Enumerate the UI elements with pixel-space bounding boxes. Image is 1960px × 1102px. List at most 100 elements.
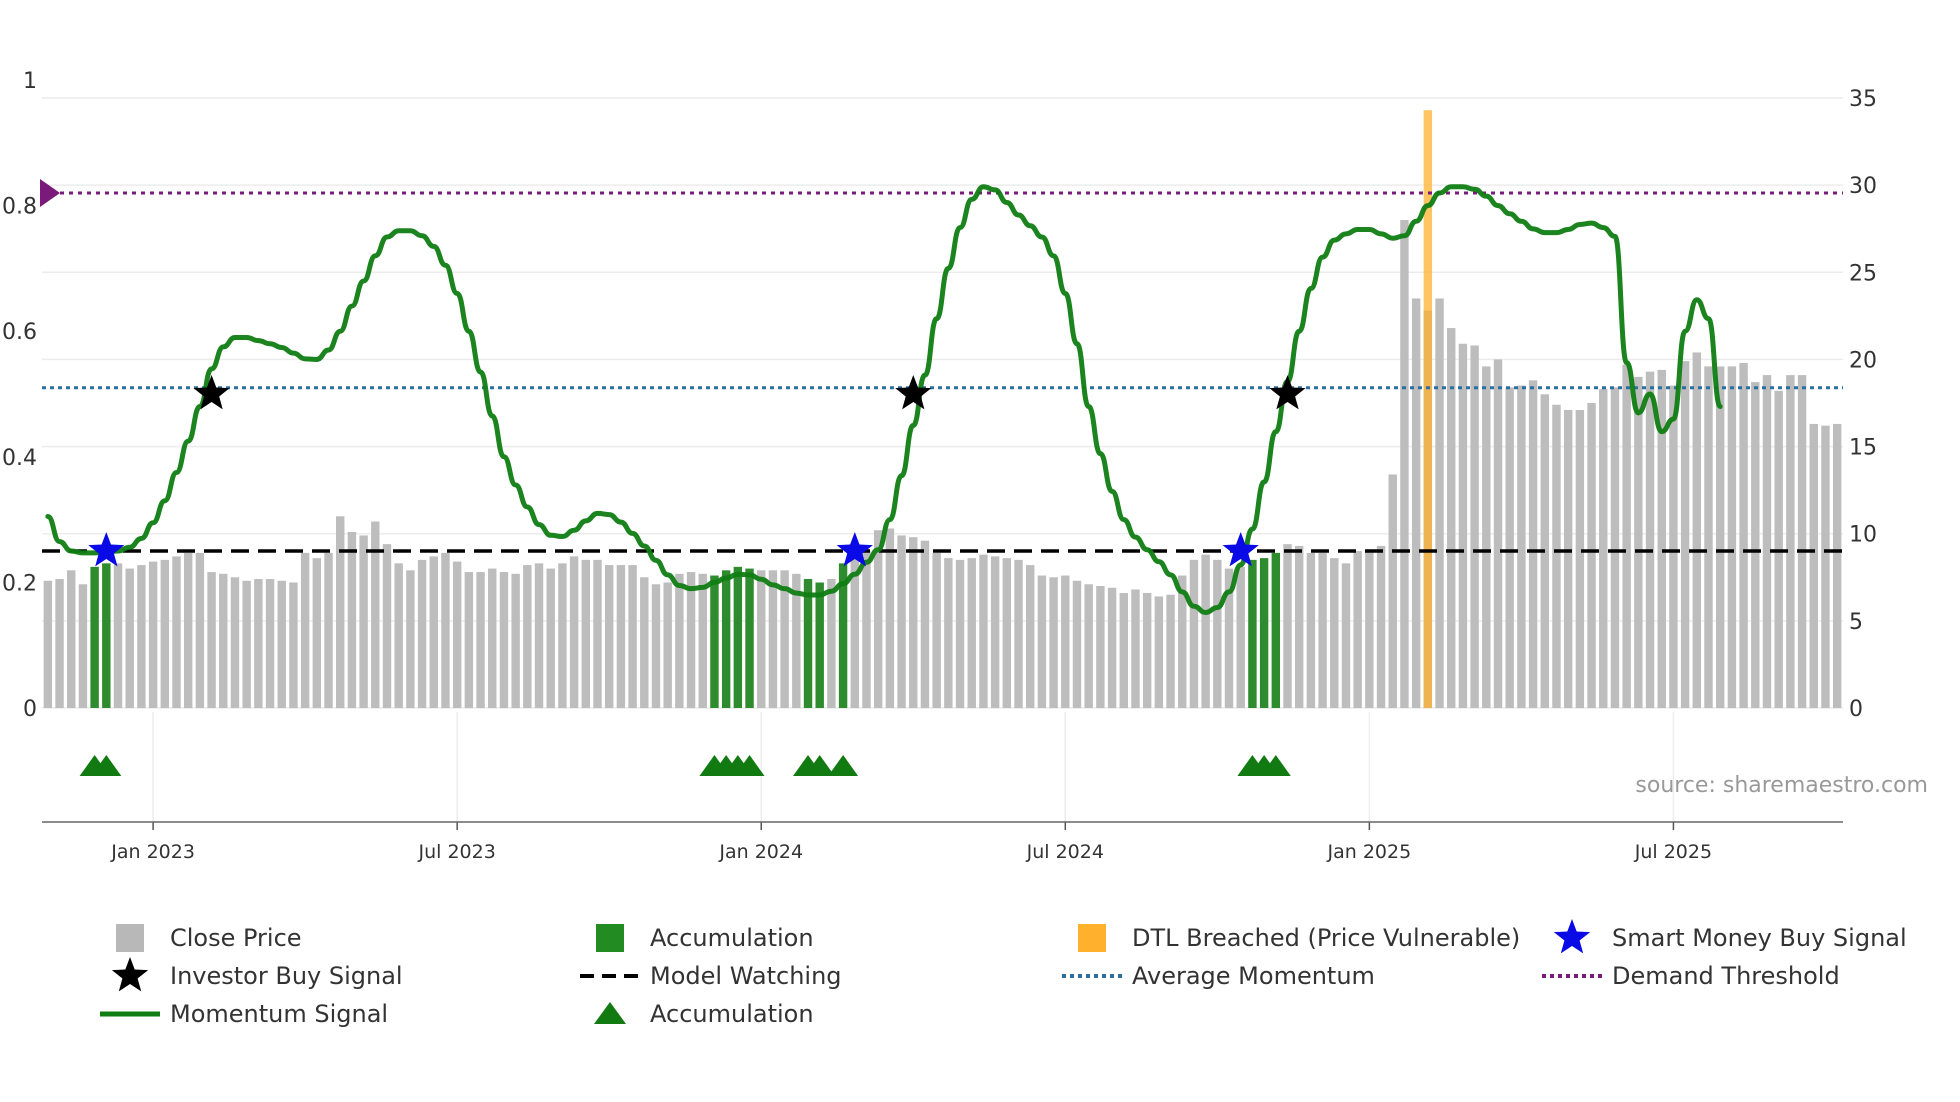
close-price-bar: [1154, 596, 1164, 708]
accumulation-triangle: [804, 755, 835, 776]
close-price-bar: [1341, 563, 1351, 708]
close-price-bar: [1669, 385, 1678, 708]
close-price-bar: [1832, 423, 1842, 708]
accumulation-triangle: [828, 755, 859, 776]
dtl-breached-bar: [1423, 110, 1433, 708]
accumulation-bar: [1248, 559, 1257, 708]
accumulation-bar: [745, 568, 754, 708]
accumulation-markers: [79, 755, 1291, 776]
close-price-bar: [558, 563, 567, 708]
close-price-bar: [113, 563, 123, 708]
close-price-bar: [347, 531, 357, 708]
x-tick-label: Jul 2025: [1634, 841, 1712, 863]
close-price-bar: [265, 579, 275, 708]
close-price-bar: [967, 558, 976, 708]
close-price-bar: [230, 577, 240, 708]
close-price-bar: [1762, 375, 1772, 708]
close-price-bar: [1131, 589, 1140, 708]
close-price-bar: [1201, 554, 1210, 708]
close-price-bar: [698, 573, 707, 708]
legend-swatch-star: [111, 957, 149, 992]
close-price-bar: [523, 565, 532, 708]
legend-label: DTL Breached (Price Vulnerable): [1132, 924, 1520, 952]
close-price-bar: [359, 535, 368, 708]
close-price-bar: [1692, 352, 1702, 708]
close-price-bar: [663, 582, 672, 708]
close-price-bar: [1563, 409, 1573, 708]
close-price-bar: [932, 552, 941, 708]
close-price-bar: [195, 552, 205, 708]
legend-label: Demand Threshold: [1612, 962, 1840, 990]
close-price-bar: [312, 558, 322, 708]
close-price-bar: [1026, 565, 1035, 708]
close-price-bar: [534, 563, 544, 708]
legend-item: DTL Breached (Price Vulnerable): [1078, 924, 1520, 952]
investor-buy-star: [193, 375, 230, 410]
close-price-bar: [1178, 575, 1187, 708]
buy-signals: [88, 375, 1306, 567]
dtl-breached-bar: [1423, 110, 1433, 708]
demand-threshold-marker: [40, 179, 60, 208]
close-price-bar: [207, 572, 216, 708]
close-price-bar: [604, 565, 614, 708]
close-price-bar: [1365, 549, 1374, 708]
close-price-bar: [1447, 328, 1456, 708]
close-price-bar: [640, 577, 649, 708]
investor-buy-star: [895, 375, 932, 410]
close-price-bar: [850, 558, 859, 708]
close-price-bar: [67, 570, 76, 708]
close-price-bar: [593, 559, 602, 708]
close-price-bar: [429, 556, 438, 708]
close-price-bar: [885, 528, 895, 708]
accumulation-bar: [803, 579, 813, 708]
close-price-bar: [160, 559, 170, 708]
close-price-bar: [1294, 545, 1304, 708]
momentum-signal: [45, 184, 1723, 616]
close-price-bar: [1283, 544, 1292, 708]
close-price-bar: [1458, 343, 1468, 708]
close-price-bar: [43, 580, 53, 708]
close-price-bar: [1704, 366, 1713, 708]
close-price-bar: [1552, 404, 1561, 708]
source-label: source: sharemaestro.com: [1635, 773, 1928, 798]
close-price-bar: [1493, 359, 1503, 708]
close-price-bar: [1751, 382, 1760, 708]
y-right-tick-label: 20: [1849, 348, 1877, 373]
legend-item: Accumulation: [596, 924, 814, 952]
close-price-bar: [336, 516, 345, 708]
close-price-bar: [1797, 375, 1807, 708]
legend-label: Average Momentum: [1132, 962, 1375, 990]
close-price-bar: [909, 537, 918, 708]
close-price-bar: [616, 565, 626, 708]
legend-label: Accumulation: [650, 1000, 814, 1028]
close-price-bar: [511, 573, 520, 708]
legend-label: Investor Buy Signal: [170, 962, 403, 990]
threshold-lines: [40, 179, 1843, 553]
close-price-bar: [1166, 594, 1175, 708]
x-tick-label: Jul 2024: [1026, 841, 1104, 863]
close-price-bar: [1330, 558, 1339, 708]
close-price-bar: [417, 559, 427, 708]
close-price-bar: [1049, 577, 1058, 708]
y-right-tick-label: 25: [1849, 261, 1877, 286]
x-tick-label: Jul 2023: [418, 841, 496, 863]
y-right-tick-label: 0: [1849, 697, 1863, 722]
legend-item: Demand Threshold: [1542, 962, 1840, 990]
legend-label: Close Price: [170, 924, 302, 952]
legend-swatch-square: [116, 924, 144, 952]
y-left-tick-label: 0.2: [2, 571, 37, 596]
close-price-bar: [324, 552, 333, 708]
close-price-bar: [1715, 366, 1725, 708]
close-price-bar: [955, 559, 965, 708]
close-price-bar: [546, 568, 555, 708]
legend-item: Smart Money Buy Signal: [1553, 919, 1907, 954]
smart-money-buy-star: [836, 532, 873, 567]
accumulation-bar: [815, 582, 824, 708]
close-price-bar: [862, 551, 871, 708]
close-price-bar: [979, 554, 988, 708]
gridlines: [42, 97, 1843, 822]
x-tick-label: Jan 2023: [110, 841, 195, 863]
investor-buy-star: [1269, 375, 1306, 410]
legend-item: Investor Buy Signal: [111, 957, 403, 992]
close-price-bar: [1376, 545, 1386, 708]
